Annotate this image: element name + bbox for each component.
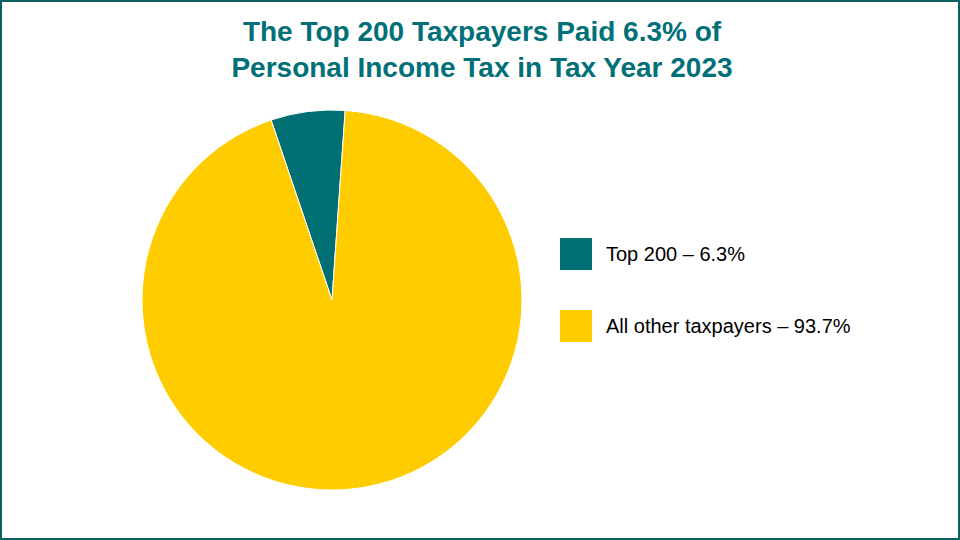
legend: Top 200 – 6.3% All other taxpayers – 93.7…	[560, 238, 851, 342]
chart-svg: Top 200 – 6.3% All other taxpayers – 93.7…	[2, 2, 958, 538]
chart-title: The Top 200 Taxpayers Paid 6.3% of Perso…	[182, 14, 782, 86]
pie	[142, 110, 522, 490]
legend-label: Top 200 – 6.3%	[606, 243, 745, 265]
legend-swatch	[560, 310, 592, 342]
pie-slice	[142, 110, 522, 490]
legend-label: All other taxpayers – 93.7%	[606, 315, 851, 337]
legend-swatch	[560, 238, 592, 270]
chart-frame: The Top 200 Taxpayers Paid 6.3% of Perso…	[0, 0, 960, 540]
